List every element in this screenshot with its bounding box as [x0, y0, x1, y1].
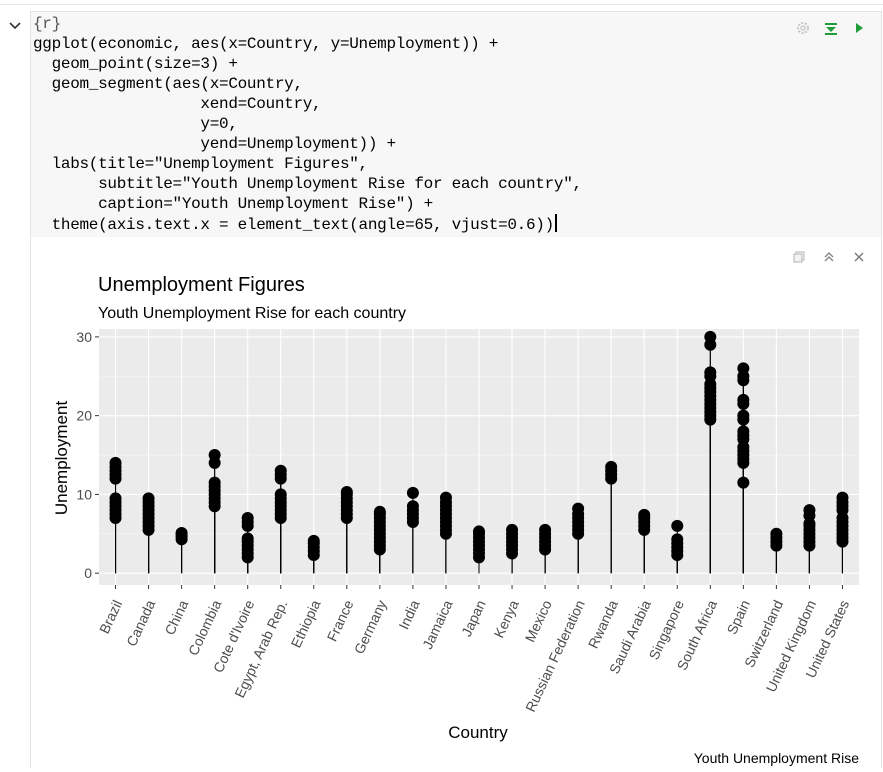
- x-tick-label: Japan: [458, 598, 489, 639]
- data-point: [439, 491, 452, 504]
- chunk-header: {r}: [33, 15, 61, 33]
- y-axis-label: Unemployment: [52, 401, 71, 516]
- chart-caption: Youth Unemployment Rise: [694, 750, 859, 766]
- data-point: [737, 393, 750, 406]
- x-tick-label: Kenya: [490, 597, 521, 640]
- data-point: [241, 532, 254, 545]
- code-line-6: yend=Unemployment)) +: [33, 135, 396, 153]
- data-point: [737, 409, 750, 422]
- data-point: [406, 500, 419, 513]
- x-tick-label: Brazil: [96, 598, 125, 636]
- code-editor[interactable]: {r} ggplot(economic, aes(x=Country, y=Un…: [33, 14, 582, 235]
- data-point: [406, 486, 419, 499]
- chevron-up-double-icon[interactable]: [821, 249, 837, 265]
- data-point: [572, 502, 585, 515]
- data-point: [241, 512, 254, 525]
- x-tick-label: Mexico: [522, 597, 555, 644]
- data-point: [605, 460, 618, 473]
- data-point: [539, 523, 552, 536]
- code-line-10: theme(axis.text.x = element_text(angle=6…: [33, 216, 555, 234]
- x-tick-label: Ethiopia: [288, 597, 324, 650]
- chunk-output: Unemployment Figures Youth Unemployment …: [30, 237, 882, 768]
- data-point: [737, 425, 750, 438]
- code-line-2: geom_point(size=3) +: [33, 55, 238, 73]
- data-point: [704, 330, 717, 343]
- data-point: [274, 464, 287, 477]
- data-point: [473, 525, 485, 538]
- y-tick-label: 10: [76, 486, 92, 502]
- close-icon[interactable]: [851, 249, 867, 265]
- data-point: [737, 362, 750, 375]
- output-toolbar: [791, 249, 867, 265]
- expand-icon[interactable]: [791, 249, 807, 265]
- x-tick-label: Jamaica: [419, 597, 456, 651]
- x-tick-label: France: [324, 597, 357, 643]
- x-tick-label: Canada: [123, 597, 158, 648]
- x-tick-label: Rwanda: [585, 597, 621, 651]
- code-line-8: subtitle="Youth Unemployment Rise for ea…: [33, 175, 582, 193]
- data-point: [109, 492, 122, 505]
- chevron-down-icon[interactable]: [6, 16, 24, 34]
- data-point: [175, 527, 188, 540]
- data-point: [803, 504, 816, 517]
- lollipop-chart: Unemployment Figures Youth Unemployment …: [52, 274, 859, 766]
- data-point: [208, 449, 221, 462]
- data-point: [307, 534, 320, 547]
- data-point: [671, 533, 684, 546]
- code-line-1: ggplot(economic, aes(x=Country, y=Unempl…: [33, 35, 499, 53]
- x-tick-label: China: [161, 597, 191, 637]
- data-marks: [109, 330, 849, 574]
- data-point: [373, 505, 386, 518]
- code-line-5: y=0,: [33, 115, 238, 133]
- code-line-3: geom_segment(aes(x=Country,: [33, 75, 303, 93]
- x-tick-label: Spain: [723, 598, 753, 637]
- data-point: [109, 456, 122, 469]
- play-icon[interactable]: [851, 20, 867, 36]
- code-line-9: caption="Youth Unemployment Rise") +: [33, 195, 433, 213]
- data-point: [208, 476, 221, 489]
- data-point: [671, 519, 684, 532]
- data-point: [770, 527, 783, 540]
- text-cursor: [554, 214, 557, 232]
- y-axis: 0 10 20 30: [76, 329, 99, 581]
- x-tick-label: Germany: [351, 598, 390, 657]
- chunk-toolbar: [795, 20, 867, 36]
- data-point: [638, 508, 651, 521]
- y-tick-label: 20: [76, 408, 92, 424]
- code-line-4: xend=Country,: [33, 95, 322, 113]
- data-point: [836, 491, 849, 504]
- x-axis-label: Country: [448, 723, 508, 742]
- data-point: [274, 488, 287, 501]
- data-point: [506, 523, 519, 536]
- data-point: [340, 486, 353, 499]
- chart-title: Unemployment Figures: [98, 274, 305, 296]
- top-divider: [0, 4, 883, 5]
- chart-subtitle: Youth Unemployment Rise for each country: [98, 305, 406, 322]
- code-chunk[interactable]: [30, 11, 882, 238]
- run-above-icon[interactable]: [823, 20, 839, 36]
- x-tick-label: India: [395, 597, 422, 631]
- y-tick-label: 0: [84, 565, 92, 581]
- gear-icon[interactable]: [795, 20, 811, 36]
- y-tick-label: 30: [76, 329, 92, 345]
- data-point: [704, 366, 717, 379]
- data-point: [737, 476, 750, 489]
- code-line-7: labs(title="Unemployment Figures",: [33, 155, 369, 173]
- data-point: [142, 492, 155, 505]
